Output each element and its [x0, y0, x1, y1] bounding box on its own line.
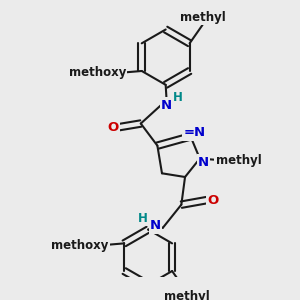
- Text: =N: =N: [183, 126, 205, 139]
- Text: methyl: methyl: [180, 11, 225, 24]
- Text: methoxy: methoxy: [69, 66, 126, 79]
- Text: H: H: [138, 212, 148, 225]
- Text: N: N: [161, 99, 172, 112]
- Text: methyl: methyl: [216, 154, 261, 167]
- Text: H: H: [173, 91, 183, 104]
- Text: methoxy: methoxy: [51, 239, 109, 252]
- Text: O: O: [106, 66, 118, 79]
- Text: O: O: [89, 239, 100, 252]
- Text: methyl: methyl: [164, 290, 210, 300]
- Text: O: O: [107, 121, 119, 134]
- Text: N: N: [198, 156, 209, 169]
- Text: N: N: [150, 219, 161, 232]
- Text: O: O: [207, 194, 218, 206]
